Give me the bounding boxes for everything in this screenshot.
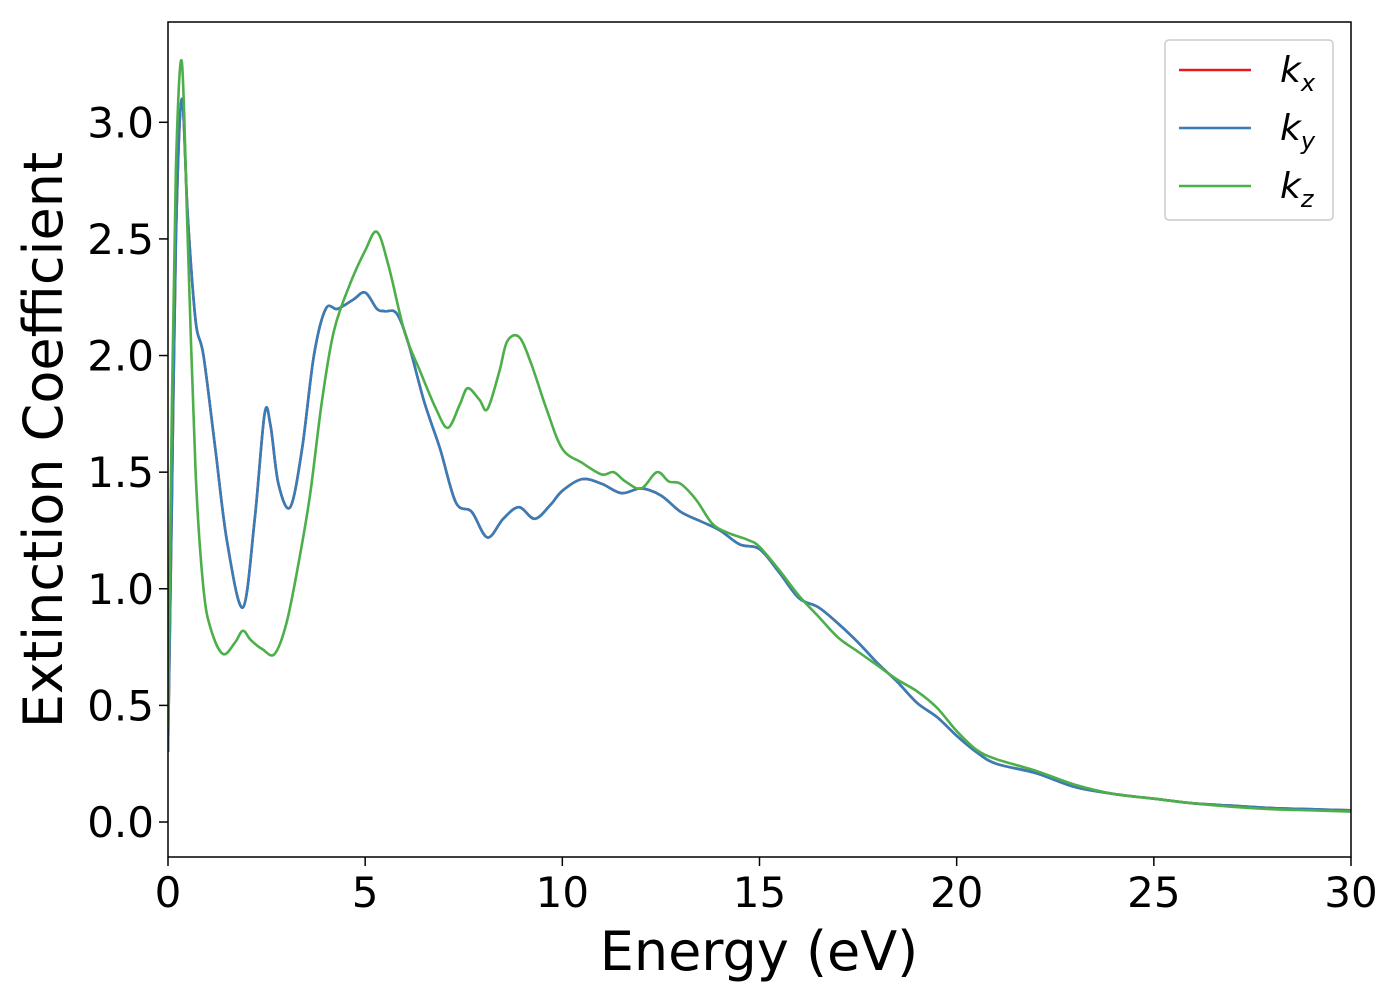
legend-frame xyxy=(1164,39,1334,221)
x-axis-ticks: 0 5 10 15 20 25 30 xyxy=(155,857,1378,917)
legend-label-subscript: x xyxy=(1300,69,1316,97)
plot-background xyxy=(168,22,1351,857)
legend-label-base: k xyxy=(1280,108,1303,149)
y-axis-ticks: 0.0 0.5 1.0 1.5 2.0 2.5 3.0 xyxy=(87,98,168,847)
x-tick-label: 25 xyxy=(1127,868,1180,917)
y-tick-label: 2.5 xyxy=(87,215,154,264)
x-tick-label: 20 xyxy=(930,868,983,917)
legend-label-subscript: z xyxy=(1300,185,1315,213)
y-tick-label: 1.5 xyxy=(87,448,154,497)
x-tick-label: 5 xyxy=(352,868,379,917)
x-tick-label: 30 xyxy=(1324,868,1377,917)
y-tick-label: 0.0 xyxy=(87,798,154,847)
x-tick-label: 0 xyxy=(155,868,182,917)
y-tick-label: 0.5 xyxy=(87,681,154,730)
series-line-k-z xyxy=(168,58,1351,813)
y-tick-label: 3.0 xyxy=(87,98,154,147)
x-tick-label: 10 xyxy=(536,868,589,917)
series-line-k-y xyxy=(168,97,1351,812)
legend-label-k-y: ky xyxy=(1280,108,1316,155)
legend-label-base: k xyxy=(1280,166,1303,207)
series-layer xyxy=(168,58,1351,813)
x-tick-label: 15 xyxy=(733,868,786,917)
legend-label-subscript: y xyxy=(1300,127,1316,155)
legend-label-k-z: kz xyxy=(1280,166,1315,213)
y-tick-label: 1.0 xyxy=(87,565,154,614)
y-axis-label: Extinction Coefficient xyxy=(12,152,75,728)
legend-label-k-x: kx xyxy=(1280,50,1316,97)
x-axis-label: Energy (eV) xyxy=(600,920,919,983)
legend-label-base: k xyxy=(1280,50,1303,91)
y-tick-label: 2.0 xyxy=(87,332,154,381)
